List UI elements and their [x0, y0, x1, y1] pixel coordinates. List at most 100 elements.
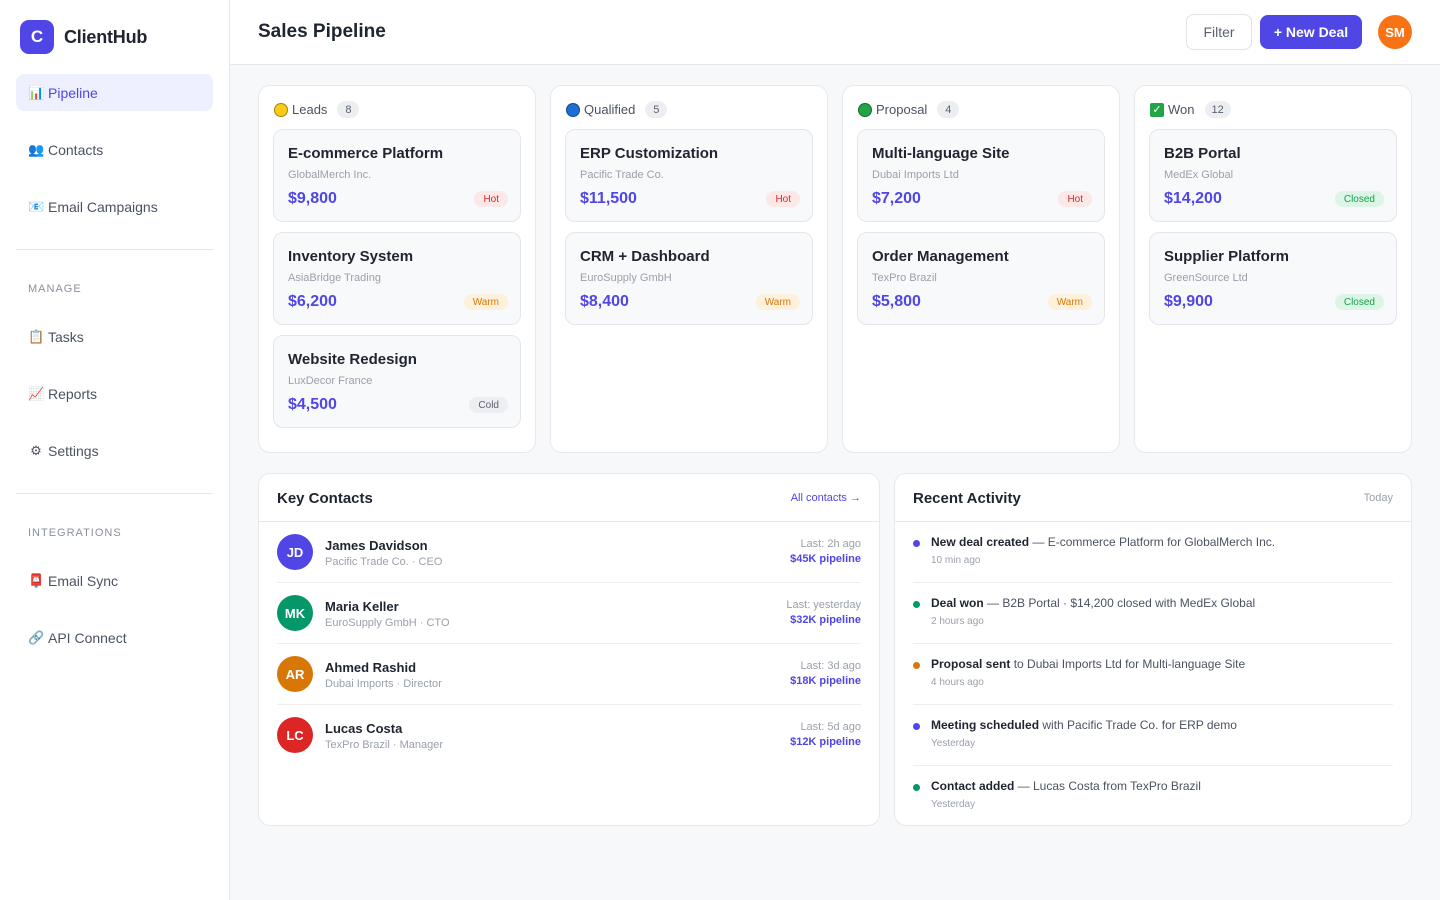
column-count-badge: 12	[1204, 101, 1231, 118]
deal-card[interactable]: B2B Portal MedEx Global $14,200 Closed	[1149, 129, 1397, 222]
deal-card[interactable]: ERP Customization Pacific Trade Co. $11,…	[565, 129, 813, 222]
sidebar-item-tasks[interactable]: 📋 Tasks	[16, 318, 213, 355]
deal-tag: Warm	[463, 294, 508, 310]
deal-tag: Warm	[755, 294, 800, 310]
new-deal-button[interactable]: + New Deal	[1260, 15, 1362, 49]
sidebar-item-reports[interactable]: 📈 Reports	[16, 375, 213, 412]
mailbox-icon: 📮	[28, 572, 45, 588]
column-header: ✓ Won 12	[1150, 101, 1231, 118]
link-icon: 🔗	[28, 629, 45, 645]
contact-name: James Davidson	[325, 538, 428, 553]
contact-row[interactable]: LC Lucas Costa TexPro Brazil · Manager L…	[277, 705, 861, 766]
status-dot-icon	[913, 784, 920, 791]
deal-company: AsiaBridge Trading	[288, 272, 381, 284]
deal-value: $9,800	[288, 190, 337, 207]
contact-role: EuroSupply GmbH · CTO	[325, 617, 450, 629]
column-name: Leads	[292, 102, 328, 117]
key-contacts-panel: Key Contacts All contacts → JD James Dav…	[258, 473, 880, 826]
chart-icon: 📊	[28, 84, 45, 100]
column-name: Won	[1168, 102, 1195, 117]
gear-icon: ⚙	[30, 442, 42, 458]
deal-company: EuroSupply GmbH	[580, 272, 672, 284]
contact-row[interactable]: MK Maria Keller EuroSupply GmbH · CTO La…	[277, 583, 861, 644]
activity-type: New deal created	[931, 535, 1030, 549]
sidebar: C ClientHub 📊 Pipeline 👥 Contacts 📧 Emai…	[0, 0, 230, 900]
activity-item[interactable]: Meeting scheduled with Pacific Trade Co.…	[913, 705, 1393, 766]
avatar: JD	[277, 534, 313, 570]
envelope-icon: 📧	[28, 198, 45, 214]
status-dot-icon	[913, 723, 920, 730]
contact-last-seen: Last: yesterday	[786, 599, 861, 611]
sidebar-item-contacts[interactable]: 👥 Contacts	[16, 131, 213, 168]
deal-tag: Hot	[474, 191, 508, 207]
activity-date-label: Today	[1363, 492, 1393, 504]
deal-card[interactable]: Inventory System AsiaBridge Trading $6,2…	[273, 232, 521, 325]
all-contacts-link[interactable]: All contacts →	[790, 492, 861, 504]
sidebar-item-label: Settings	[48, 442, 99, 459]
contact-row[interactable]: AR Ahmed Rashid Dubai Imports · Director…	[277, 644, 861, 705]
sidebar-item-email-campaigns[interactable]: 📧 Email Campaigns	[16, 188, 213, 225]
deal-company: MedEx Global	[1164, 169, 1234, 181]
deal-title: CRM + Dashboard	[580, 248, 710, 265]
contact-pipeline: $32K pipeline	[790, 614, 861, 626]
deal-value: $5,800	[872, 293, 921, 310]
sidebar-item-api-connect[interactable]: 🔗 API Connect	[16, 619, 213, 656]
activity-item[interactable]: Contact added — Lucas Costa from TexPro …	[913, 766, 1393, 827]
green-circle-icon	[858, 102, 872, 117]
activity-detail: — B2B Portal · $14,200 closed with MedEx…	[983, 596, 1256, 610]
deal-company: Dubai Imports Ltd	[872, 169, 959, 181]
trend-chart-icon: 📈	[28, 385, 45, 401]
column-name: Proposal	[876, 102, 928, 117]
sidebar-item-label: Tasks	[48, 328, 84, 345]
brand-name: ClientHub	[64, 26, 148, 47]
yellow-circle-icon	[274, 102, 288, 117]
sidebar-item-label: Email Sync	[48, 572, 119, 589]
activity-time: 2 hours ago	[931, 616, 984, 627]
activity-type: Meeting scheduled	[931, 718, 1040, 732]
deal-tag: Warm	[1047, 294, 1092, 310]
deal-tag: Closed	[1334, 191, 1384, 207]
brand[interactable]: C ClientHub	[20, 20, 147, 54]
deal-card[interactable]: E-commerce Platform GlobalMerch Inc. $9,…	[273, 129, 521, 222]
activity-item[interactable]: Proposal sent to Dubai Imports Ltd for M…	[913, 644, 1393, 705]
filter-button[interactable]: Filter	[1186, 14, 1252, 50]
contact-last-seen: Last: 5d ago	[800, 721, 861, 733]
deal-card[interactable]: Order Management TexPro Brazil $5,800 Wa…	[857, 232, 1105, 325]
deal-value: $9,900	[1164, 293, 1213, 310]
sidebar-item-pipeline[interactable]: 📊 Pipeline	[16, 74, 213, 111]
status-dot-icon	[913, 662, 920, 669]
activity-item[interactable]: New deal created — E-commerce Platform f…	[913, 522, 1393, 583]
sidebar-item-settings[interactable]: ⚙ Settings	[16, 432, 213, 469]
contact-role: Dubai Imports · Director	[325, 678, 442, 690]
pipeline-column-qualified: Qualified 5 ERP Customization Pacific Tr…	[550, 85, 828, 453]
user-avatar[interactable]: SM	[1378, 15, 1412, 49]
status-dot-icon	[913, 540, 920, 547]
sidebar-item-email-sync[interactable]: 📮 Email Sync	[16, 562, 213, 599]
deal-card[interactable]: Supplier Platform GreenSource Ltd $9,900…	[1149, 232, 1397, 325]
column-count-badge: 8	[337, 101, 360, 118]
recent-activity-panel: Recent Activity Today New deal created —…	[894, 473, 1412, 826]
deal-title: Multi-language Site	[872, 145, 1010, 162]
column-count-badge: 5	[645, 101, 668, 118]
contact-pipeline: $12K pipeline	[790, 736, 861, 748]
deal-card[interactable]: Multi-language Site Dubai Imports Ltd $7…	[857, 129, 1105, 222]
activity-type: Deal won	[931, 596, 984, 610]
pipeline-column-leads: Leads 8 E-commerce Platform GlobalMerch …	[258, 85, 536, 453]
contact-pipeline: $18K pipeline	[790, 675, 861, 687]
contact-role: TexPro Brazil · Manager	[325, 739, 443, 751]
deal-company: GlobalMerch Inc.	[288, 169, 372, 181]
activity-detail: with Pacific Trade Co. for ERP demo	[1039, 718, 1237, 732]
deal-card[interactable]: Website Redesign LuxDecor France $4,500 …	[273, 335, 521, 428]
deal-title: Supplier Platform	[1164, 248, 1290, 265]
activity-time: 10 min ago	[931, 555, 981, 566]
activity-text: Meeting scheduled with Pacific Trade Co.…	[931, 718, 1237, 732]
deal-value: $8,400	[580, 293, 629, 310]
column-header: Proposal 4	[858, 101, 960, 118]
deal-card[interactable]: CRM + Dashboard EuroSupply GmbH $8,400 W…	[565, 232, 813, 325]
deal-value: $7,200	[872, 190, 921, 207]
panel-header: Recent Activity Today	[895, 474, 1411, 522]
activity-item[interactable]: Deal won — B2B Portal · $14,200 closed w…	[913, 583, 1393, 644]
contact-pipeline: $45K pipeline	[790, 553, 861, 565]
contact-name: Maria Keller	[325, 599, 399, 614]
contact-row[interactable]: JD James Davidson Pacific Trade Co. · CE…	[277, 522, 861, 583]
